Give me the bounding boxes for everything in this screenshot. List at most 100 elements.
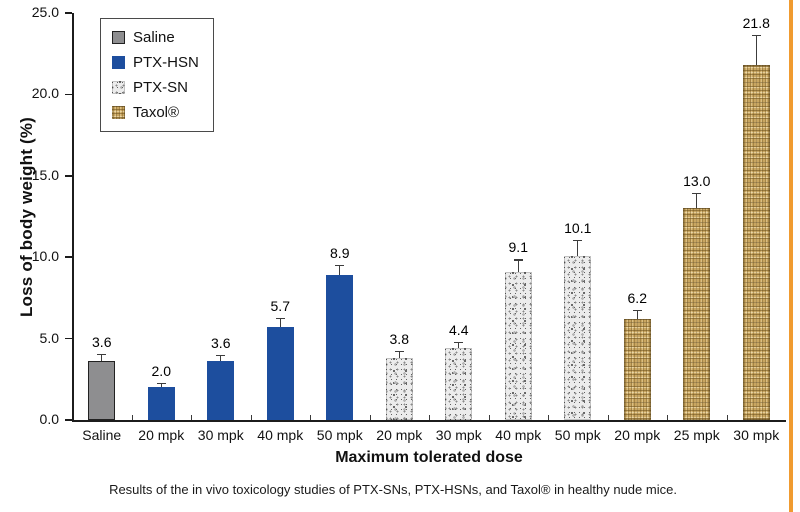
x-tick-label: 30 mpk — [733, 427, 780, 443]
bar-ptx-sn — [385, 358, 413, 420]
x-tick-label: 30 mpk — [435, 427, 482, 443]
legend-label: PTX-SN — [133, 79, 189, 96]
x-boundary-tick — [310, 415, 312, 420]
error-bar-line — [636, 310, 638, 320]
error-bar-line — [517, 260, 519, 272]
y-axis-line — [72, 13, 74, 420]
x-axis-title: Maximum tolerated dose — [335, 449, 523, 466]
legend-label: Taxol® — [133, 104, 180, 121]
bar-value-label: 2.0 — [151, 363, 171, 380]
legend: Saline PTX-HSN PTX-SN Taxol® — [100, 18, 214, 132]
error-bar-cap — [513, 259, 523, 261]
bar-ptx-hsn — [266, 327, 294, 420]
bar-value-label: 3.6 — [92, 333, 112, 350]
taxol-swatch-icon — [112, 106, 125, 119]
x-tick-label: 30 mpk — [197, 427, 244, 443]
y-tick — [65, 93, 72, 96]
bar-saline — [88, 361, 116, 420]
x-boundary-tick — [191, 415, 193, 420]
y-tick — [65, 337, 72, 340]
x-boundary-tick — [607, 415, 609, 420]
x-tick-label: Saline — [82, 427, 122, 443]
error-bar-line — [458, 342, 460, 349]
legend-label: Saline — [133, 29, 175, 46]
bar-taxol — [623, 319, 651, 420]
x-tick-label: 40 mpk — [495, 427, 542, 443]
bar-value-label: 5.7 — [270, 298, 290, 315]
bar-value-label: 4.4 — [449, 321, 469, 338]
error-bar-cap — [97, 353, 107, 356]
error-bar-cap — [156, 383, 166, 385]
x-tick-label: 40 mpk — [257, 427, 304, 443]
x-tick-label: 50 mpk — [554, 427, 601, 443]
legend-item-saline: Saline — [112, 29, 199, 46]
x-boundary-tick — [488, 415, 490, 420]
y-tick-label: 20.0 — [31, 85, 59, 102]
y-tick-label: 15.0 — [31, 166, 59, 183]
bar-value-label: 13.0 — [683, 172, 711, 189]
error-bar-line — [398, 351, 400, 359]
bar-ptx-sn — [445, 348, 473, 420]
bar-value-label: 10.1 — [564, 219, 592, 236]
bar-ptx-sn — [504, 271, 532, 420]
y-tick — [65, 419, 72, 421]
bar-ptx-sn — [564, 255, 592, 420]
x-axis-line — [72, 420, 786, 422]
bar-value-label: 3.6 — [211, 334, 231, 351]
bar-value-label: 8.9 — [330, 245, 350, 262]
error-bar-line — [696, 193, 698, 209]
legend-item-ptx-hsn: PTX-HSN — [112, 54, 199, 71]
x-tick-label: 50 mpk — [316, 427, 363, 443]
bar-ptx-hsn — [207, 361, 235, 420]
page-accent-border — [789, 0, 793, 512]
x-tick-label: 20 mpk — [376, 427, 423, 443]
error-bar-line — [755, 35, 757, 66]
error-bar-cap — [394, 350, 404, 352]
error-bar-cap — [454, 341, 464, 343]
error-bar-cap — [632, 309, 642, 312]
bar-taxol — [683, 208, 711, 420]
error-bar-line — [339, 266, 341, 276]
bar-value-label: 21.8 — [742, 14, 770, 31]
x-boundary-tick — [667, 415, 669, 420]
bar-taxol — [742, 65, 770, 420]
y-tick-label: 0.0 — [39, 411, 59, 427]
y-tick-label: 5.0 — [39, 329, 59, 346]
y-tick — [65, 175, 72, 177]
legend-item-taxol: Taxol® — [112, 104, 199, 121]
x-boundary-tick — [131, 415, 133, 420]
x-tick-label: 20 mpk — [138, 427, 185, 443]
x-boundary-tick — [726, 415, 728, 420]
legend-label: PTX-HSN — [133, 54, 199, 71]
bar-ptx-hsn — [147, 387, 175, 420]
y-tick-label: 10.0 — [31, 248, 59, 265]
y-axis-title: Loss of body weight (%) — [17, 116, 36, 318]
legend-item-ptx-sn: PTX-SN — [112, 79, 199, 96]
error-bar-line — [160, 384, 162, 388]
bar-value-label: 6.2 — [627, 289, 647, 306]
ptx-hsn-swatch-icon — [112, 56, 125, 69]
error-bar-cap — [275, 318, 285, 320]
error-bar-cap — [216, 354, 226, 356]
ptx-sn-swatch-icon — [112, 81, 125, 94]
bar-value-label: 3.8 — [389, 330, 409, 347]
bar-ptx-hsn — [326, 275, 354, 420]
error-bar-line — [279, 319, 281, 328]
x-boundary-tick — [369, 415, 371, 420]
x-tick-label: 25 mpk — [673, 427, 720, 443]
x-boundary-tick — [250, 415, 252, 420]
error-bar-cap — [751, 34, 761, 37]
error-bar-cap — [335, 265, 345, 267]
y-tick-label: 25.0 — [31, 4, 59, 20]
saline-swatch-icon — [112, 31, 125, 44]
error-bar-line — [101, 354, 103, 362]
y-tick — [65, 256, 72, 258]
error-bar-line — [577, 240, 579, 256]
y-tick — [65, 12, 72, 14]
x-boundary-tick — [429, 415, 431, 420]
error-bar-cap — [573, 239, 583, 242]
x-tick-label: 20 mpk — [614, 427, 661, 443]
figure-caption: Results of the in vivo toxicology studie… — [109, 482, 677, 497]
